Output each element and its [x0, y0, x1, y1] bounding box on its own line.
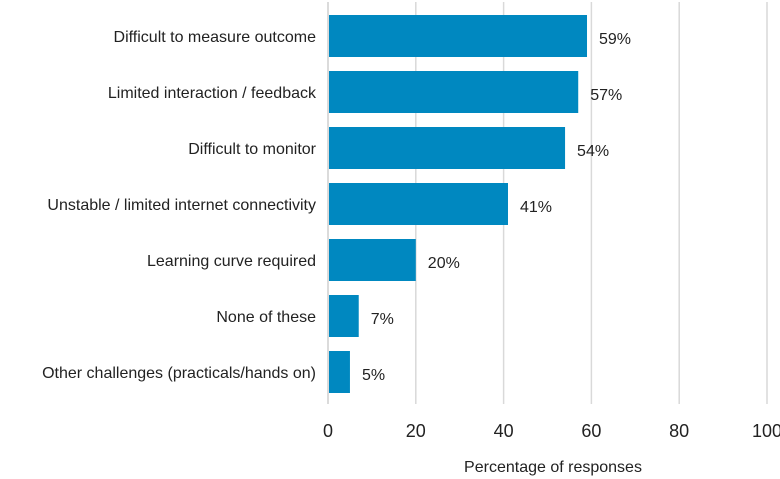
value-labels: 59% 57% 54% 41% 20% 7% 5% — [362, 31, 631, 384]
category-label: Learning curve required — [147, 253, 316, 270]
x-tick-label: 100 — [752, 421, 780, 441]
category-label: Difficult to measure outcome — [114, 29, 317, 46]
value-label: 7% — [371, 311, 394, 328]
value-label: 5% — [362, 367, 385, 384]
x-tick-label: 0 — [323, 421, 333, 441]
bar — [329, 71, 579, 113]
bar — [329, 239, 416, 281]
bar — [329, 351, 350, 393]
value-label: 20% — [428, 255, 460, 272]
category-label: Other challenges (practicals/hands on) — [42, 365, 316, 382]
x-tick-label: 40 — [494, 421, 514, 441]
x-tick-label: 20 — [406, 421, 426, 441]
bar — [329, 295, 359, 337]
category-label: None of these — [216, 309, 316, 326]
bar — [329, 127, 566, 169]
value-label: 41% — [520, 199, 552, 216]
bars-layer — [329, 15, 588, 393]
value-label: 54% — [577, 143, 609, 160]
category-label: Limited interaction / feedback — [108, 85, 317, 102]
category-label: Difficult to monitor — [188, 141, 316, 158]
bar — [329, 15, 588, 57]
x-axis-ticks: 0 20 40 60 80 100 — [323, 421, 780, 441]
category-labels: Difficult to measure outcome Limited inte… — [42, 29, 317, 382]
value-label: 57% — [590, 87, 622, 104]
category-label: Unstable / limited internet connectivity — [47, 197, 316, 214]
bar — [329, 183, 508, 225]
x-tick-label: 60 — [581, 421, 601, 441]
x-axis-title: Percentage of responses — [464, 459, 642, 476]
x-tick-label: 80 — [669, 421, 689, 441]
value-label: 59% — [599, 31, 631, 48]
